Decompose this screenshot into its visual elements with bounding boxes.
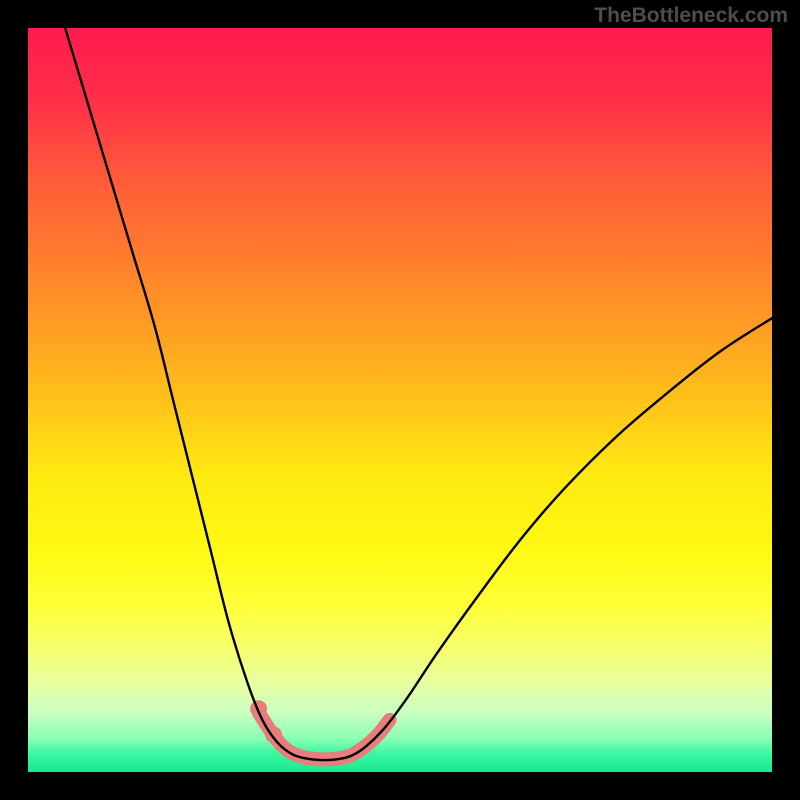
- bottleneck-chart: [28, 28, 772, 772]
- watermark-text: TheBottleneck.com: [594, 4, 788, 28]
